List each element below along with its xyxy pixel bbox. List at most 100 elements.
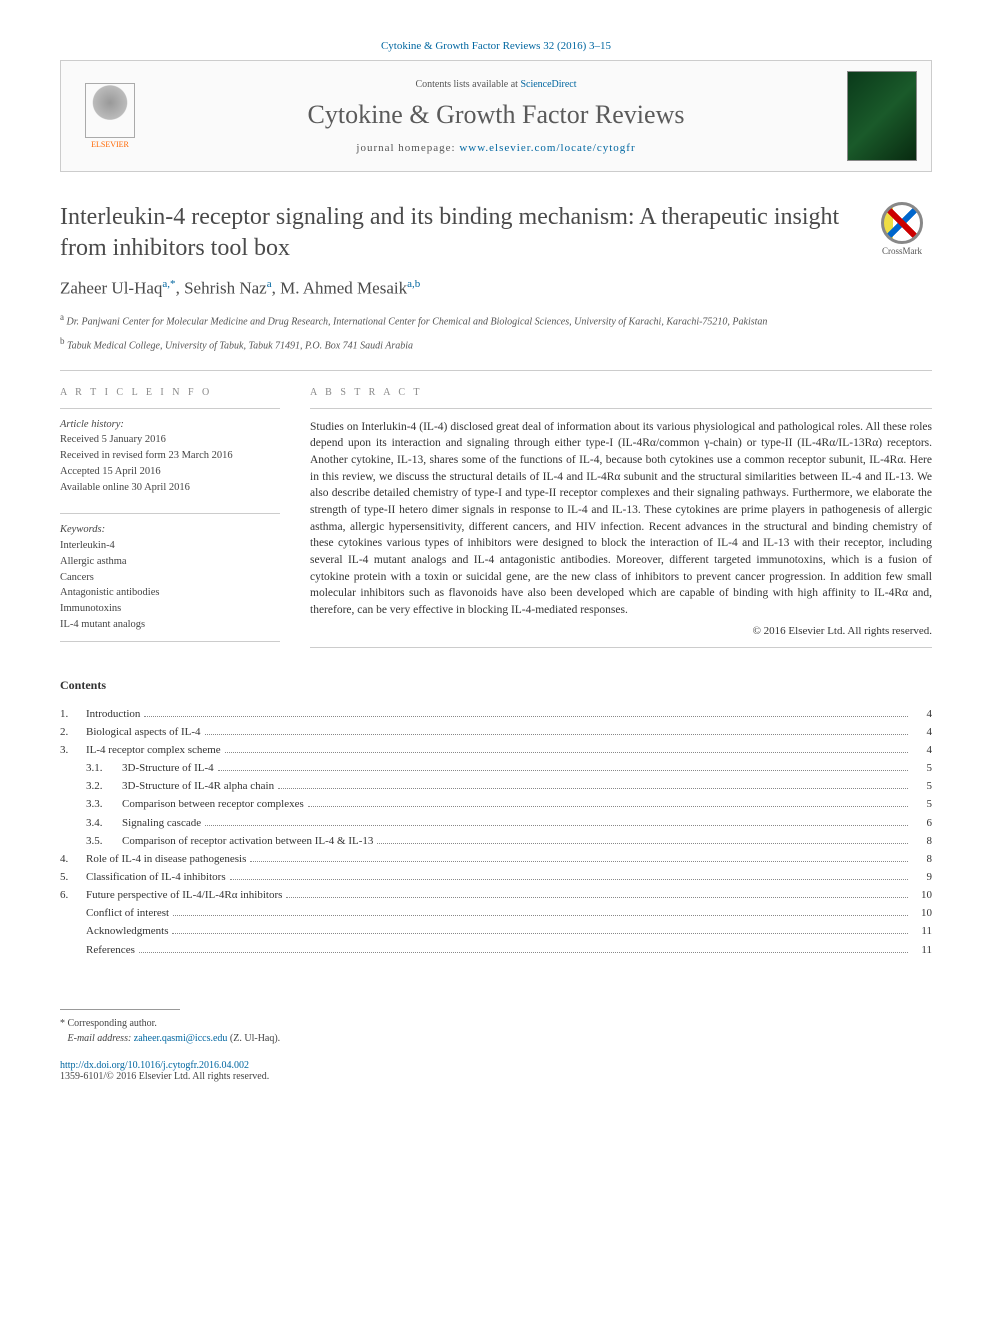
toc-page: 4 — [912, 723, 932, 741]
toc-entry[interactable]: 5.Classification of IL-4 inhibitors9 — [60, 868, 932, 886]
article-info-label: A R T I C L E I N F O — [60, 387, 280, 398]
abstract-text: Studies on Interlukin-4 (IL-4) disclosed… — [310, 408, 932, 619]
toc-entry[interactable]: 3.1.3D-Structure of IL-4 5 — [60, 759, 932, 777]
sciencedirect-link[interactable]: ScienceDirect — [520, 79, 576, 90]
keyword: Interleukin-4 — [60, 538, 280, 554]
journal-cover-thumbnail — [847, 71, 917, 161]
corresponding-email-link[interactable]: zaheer.qasmi@iccs.edu — [134, 1033, 228, 1044]
crossmark-label: CrossMark — [882, 246, 922, 256]
toc-title: Classification of IL-4 inhibitors — [86, 868, 226, 886]
history-line: Received 5 January 2016 — [60, 432, 280, 448]
toc-number: 3. — [60, 741, 86, 759]
toc-leader-dots — [377, 843, 908, 844]
toc-entry[interactable]: 3.2.3D-Structure of IL-4R alpha chain5 — [60, 777, 932, 795]
history-line: Available online 30 April 2016 — [60, 480, 280, 496]
elsevier-logo: ELSEVIER — [75, 76, 145, 156]
crossmark-badge[interactable]: CrossMark — [872, 202, 932, 262]
journal-homepage-line: journal homepage: www.elsevier.com/locat… — [145, 142, 847, 154]
toc-number: 4. — [60, 850, 86, 868]
abstract-copyright: © 2016 Elsevier Ltd. All rights reserved… — [310, 625, 932, 648]
homepage-prefix: journal homepage: — [356, 142, 459, 154]
toc-title: Signaling cascade — [122, 814, 201, 832]
toc-title: Role of IL-4 in disease pathogenesis — [86, 850, 246, 868]
keywords-block: Keywords: Interleukin-4Allergic asthmaCa… — [60, 513, 280, 641]
toc-entry[interactable]: 2.Biological aspects of IL-4 4 — [60, 723, 932, 741]
corresponding-author-block: * Corresponding author. E-mail address: … — [60, 1016, 932, 1046]
keyword: IL-4 mutant analogs — [60, 617, 280, 633]
article-title: Interleukin-4 receptor signaling and its… — [60, 202, 852, 264]
toc-entry[interactable]: Acknowledgments 11 — [60, 922, 932, 940]
article-history-block: Article history: Received 5 January 2016… — [60, 408, 280, 496]
toc-page: 5 — [912, 795, 932, 813]
contents-available-line: Contents lists available at ScienceDirec… — [145, 79, 847, 90]
toc-page: 6 — [912, 814, 932, 832]
elsevier-label: ELSEVIER — [91, 140, 129, 149]
toc-title: 3D-Structure of IL-4R alpha chain — [122, 777, 274, 795]
affiliation: a Dr. Panjwani Center for Molecular Medi… — [60, 311, 932, 329]
citation-line: Cytokine & Growth Factor Reviews 32 (201… — [60, 40, 932, 52]
email-label: E-mail address: — [68, 1033, 132, 1044]
toc-entry[interactable]: References 11 — [60, 941, 932, 959]
toc-number: 3.1. — [86, 759, 122, 777]
toc-number: 2. — [60, 723, 86, 741]
toc-title: Conflict of interest — [86, 904, 169, 922]
toc-page: 5 — [912, 759, 932, 777]
toc-number — [60, 941, 86, 959]
toc-entry[interactable]: 3.4.Signaling cascade6 — [60, 814, 932, 832]
toc-title: Acknowledgments — [86, 922, 168, 940]
toc-title: 3D-Structure of IL-4 — [122, 759, 214, 777]
toc-number — [60, 922, 86, 940]
toc-page: 8 — [912, 832, 932, 850]
keyword: Antagonistic antibodies — [60, 585, 280, 601]
footnote-separator — [60, 1009, 180, 1010]
toc-page: 11 — [912, 941, 932, 959]
keyword: Cancers — [60, 570, 280, 586]
keywords-label: Keywords: — [60, 522, 280, 538]
toc-page: 11 — [912, 922, 932, 940]
toc-leader-dots — [205, 734, 908, 735]
toc-leader-dots — [218, 770, 908, 771]
toc-leader-dots — [278, 788, 908, 789]
affiliation: b Tabuk Medical College, University of T… — [60, 335, 932, 353]
toc-leader-dots — [205, 825, 908, 826]
toc-entry[interactable]: 3.3.Comparison between receptor complexe… — [60, 795, 932, 813]
toc-title: Biological aspects of IL-4 — [86, 723, 201, 741]
toc-entry[interactable]: 4.Role of IL-4 in disease pathogenesis 8 — [60, 850, 932, 868]
abstract-label: A B S T R A C T — [310, 387, 932, 398]
journal-header: ELSEVIER Contents lists available at Sci… — [60, 60, 932, 172]
toc-page: 10 — [912, 886, 932, 904]
toc-entry[interactable]: 3.5.Comparison of receptor activation be… — [60, 832, 932, 850]
toc-leader-dots — [173, 915, 908, 916]
authors-line: Zaheer Ul-Haqa,*, Sehrish Naza, M. Ahmed… — [60, 278, 932, 299]
keyword: Immunotoxins — [60, 601, 280, 617]
toc-number: 3.5. — [86, 832, 122, 850]
toc-entry[interactable]: 1.Introduction4 — [60, 705, 932, 723]
toc-number: 1. — [60, 705, 86, 723]
issn-copyright-line: 1359-6101/© 2016 Elsevier Ltd. All right… — [60, 1071, 269, 1082]
toc-leader-dots — [139, 952, 908, 953]
keyword: Allergic asthma — [60, 554, 280, 570]
toc-entry[interactable]: 6.Future perspective of IL-4/IL-4Rα inhi… — [60, 886, 932, 904]
toc-page: 10 — [912, 904, 932, 922]
journal-name: Cytokine & Growth Factor Reviews — [145, 100, 847, 130]
toc-entry[interactable]: 3.IL-4 receptor complex scheme4 — [60, 741, 932, 759]
toc-title: Comparison between receptor complexes — [122, 795, 304, 813]
toc-title: Introduction — [86, 705, 140, 723]
doi-link[interactable]: http://dx.doi.org/10.1016/j.cytogfr.2016… — [60, 1060, 249, 1071]
contents-prefix: Contents lists available at — [415, 79, 520, 90]
email-suffix: (Z. Ul-Haq). — [230, 1033, 280, 1044]
journal-homepage-link[interactable]: www.elsevier.com/locate/cytogfr — [459, 142, 635, 154]
toc-title: References — [86, 941, 135, 959]
toc-number: 5. — [60, 868, 86, 886]
toc-entry[interactable]: Conflict of interest 10 — [60, 904, 932, 922]
toc-title: Future perspective of IL-4/IL-4Rα inhibi… — [86, 886, 282, 904]
table-of-contents: 1.Introduction42.Biological aspects of I… — [60, 705, 932, 959]
toc-leader-dots — [225, 752, 908, 753]
toc-leader-dots — [286, 897, 908, 898]
contents-heading: Contents — [60, 678, 932, 693]
history-line: Received in revised form 23 March 2016 — [60, 448, 280, 464]
toc-title: Comparison of receptor activation betwee… — [122, 832, 373, 850]
toc-page: 8 — [912, 850, 932, 868]
divider — [60, 370, 932, 371]
toc-number: 3.2. — [86, 777, 122, 795]
